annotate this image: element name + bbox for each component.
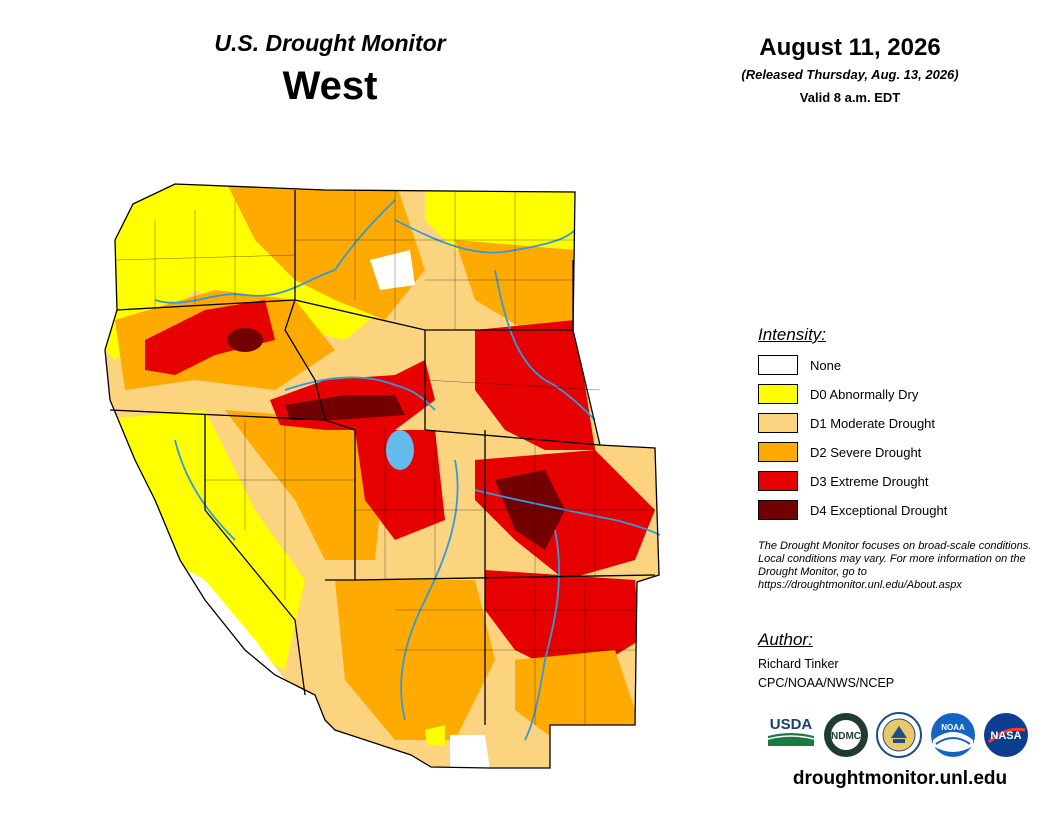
region-d0-california xyxy=(105,410,305,670)
river-columbia xyxy=(154,269,336,304)
release-note: (Released Thursday, Aug. 13, 2026) xyxy=(741,67,959,82)
map-date: August 11, 2026 xyxy=(759,34,941,61)
author-name: Richard Tinker xyxy=(758,657,839,671)
region-d2-rockies xyxy=(225,184,425,320)
legend-swatch-d2 xyxy=(758,442,798,462)
nasa-logo[interactable]: NASA xyxy=(983,712,1029,758)
river-yellowstone xyxy=(494,269,596,421)
svg-text:NASA: NASA xyxy=(990,730,1021,742)
river-snake xyxy=(284,376,436,411)
author-org: CPC/NOAA/NWS/NCEP xyxy=(758,676,895,690)
border-ca-nv xyxy=(204,415,306,696)
doc-seal-logo[interactable] xyxy=(876,712,922,758)
legend-label: None xyxy=(810,358,842,373)
region-d3-plains xyxy=(475,320,595,450)
svg-text:USDA: USDA xyxy=(770,716,813,733)
usda-logo[interactable]: USDA xyxy=(766,712,816,752)
legend-swatch-none xyxy=(758,355,798,375)
legend-label: D4 Exceptional Drought xyxy=(810,503,948,518)
river-colorado xyxy=(400,459,459,721)
ndmc-logo[interactable]: NDMC xyxy=(823,712,869,758)
legend-swatch-d4 xyxy=(758,500,798,520)
great-salt-lake xyxy=(386,430,414,470)
river-missouri xyxy=(394,219,576,254)
region-d2-texas xyxy=(515,650,640,740)
svg-text:NOAA: NOAA xyxy=(941,723,965,732)
region-d3-utah xyxy=(355,430,445,540)
river-arkansas xyxy=(474,489,661,536)
website-link[interactable]: droughtmonitor.unl.edu xyxy=(792,768,1008,789)
legend-swatch-d3 xyxy=(758,471,798,491)
legend-swatch-d0 xyxy=(758,384,798,404)
region-title: West xyxy=(282,64,378,108)
rivers xyxy=(154,199,661,741)
svg-text:NDMC: NDMC xyxy=(831,731,861,742)
legend-label: D0 Abnormally Dry xyxy=(810,387,919,402)
river-rio-grande xyxy=(524,529,560,741)
county-lines xyxy=(116,190,655,725)
border-four-corners xyxy=(354,574,656,581)
legend-heading: Intensity: xyxy=(758,325,827,344)
region-d3-oregon xyxy=(145,300,275,375)
border-wy-co xyxy=(424,429,601,446)
author-heading: Author: xyxy=(758,630,813,649)
border-id xyxy=(284,190,326,421)
river-sacramento xyxy=(174,439,236,541)
noaa-logo[interactable]: NOAA xyxy=(930,712,976,758)
region-d4-oregon xyxy=(227,328,263,352)
region-none-montana xyxy=(370,250,415,290)
drought-map xyxy=(104,183,661,769)
product-title: U.S. Drought Monitor xyxy=(214,30,446,56)
river-snake-north xyxy=(334,199,396,271)
legend-swatch-d1 xyxy=(758,413,798,433)
region-d2-nevada xyxy=(225,410,385,560)
region-none-southwest xyxy=(450,735,490,768)
region-d4-wyoming xyxy=(285,395,405,420)
region-d2-arizona xyxy=(335,580,495,740)
border-nv-ut xyxy=(324,419,356,581)
legend-label: D1 Moderate Drought xyxy=(810,416,936,431)
state-borders xyxy=(104,183,660,769)
legend-label: D2 Severe Drought xyxy=(810,445,922,460)
region-outline xyxy=(104,183,660,769)
region-d0-southwest xyxy=(425,725,445,745)
legend-label: D3 Extreme Drought xyxy=(810,474,929,489)
valid-time: Valid 8 a.m. EDT xyxy=(799,90,901,105)
border-wa-or xyxy=(116,299,296,311)
border-or-ca-nv xyxy=(109,409,326,421)
disclaimer-text: The Drought Monitor focuses on broad-sca… xyxy=(758,540,1032,591)
